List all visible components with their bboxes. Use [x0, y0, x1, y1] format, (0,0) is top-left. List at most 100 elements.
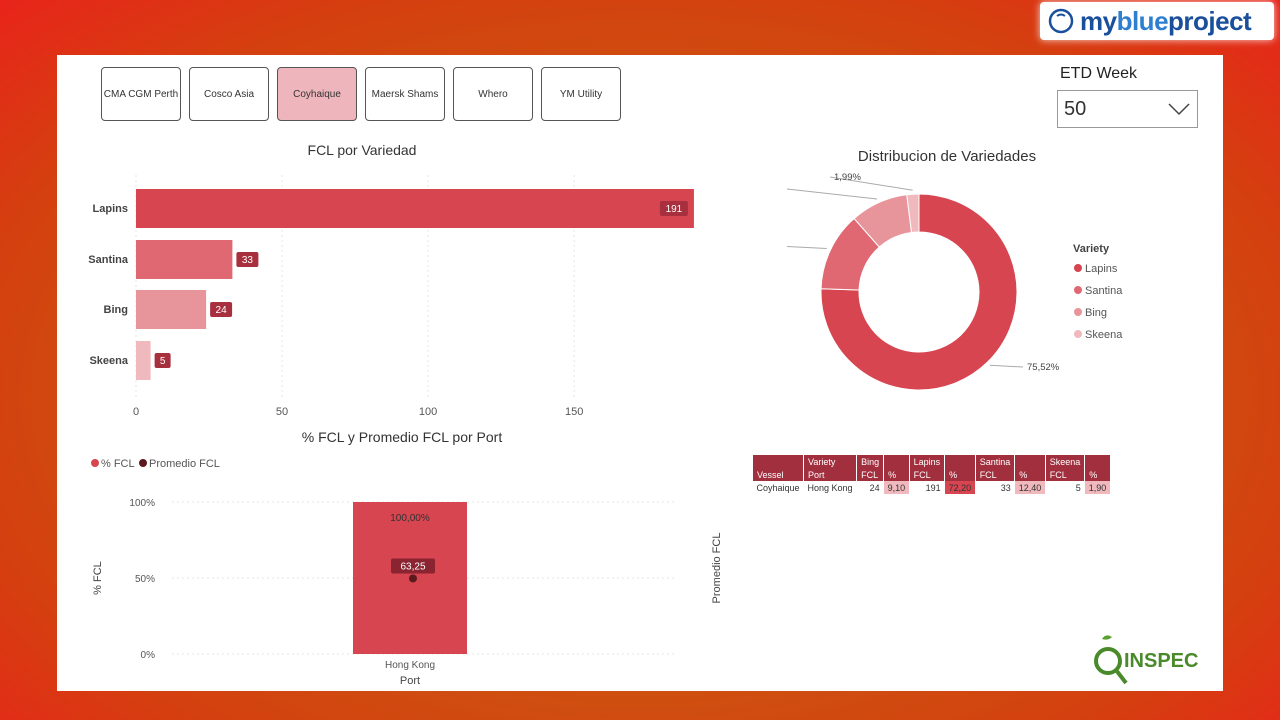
legend-item-santina[interactable]: Santina — [1085, 285, 1123, 297]
bar-category-label: Lapins — [93, 203, 128, 215]
table-header-cell — [751, 455, 804, 468]
combo-left-tick: 50% — [135, 574, 155, 585]
table-header-cell: Vessel — [751, 468, 804, 481]
fcl-por-variedad-chart: 0 50 100 150 Lapins 191 Santina 33 Bing 24 Skeena 5 — [88, 175, 694, 418]
legend-promedio-fcl[interactable]: Promedio FCL — [149, 458, 220, 470]
combo-x-label: Port — [400, 675, 420, 687]
donut-chart-title: Distribucion de Variedades — [857, 148, 1037, 165]
slicer-button-whero[interactable]: Whero — [453, 67, 533, 121]
bar-skeena[interactable] — [136, 341, 151, 380]
table-header-cell: % — [1084, 468, 1111, 481]
table-header-cell — [1014, 455, 1046, 468]
donut-slice-skeena[interactable] — [906, 193, 920, 234]
combo-y-left-label: % FCL — [92, 561, 104, 595]
legend-item-bing[interactable]: Bing — [1085, 307, 1107, 319]
combo-point-label-bg — [391, 558, 435, 574]
bar-santina[interactable] — [136, 240, 233, 279]
slicer-button-maersk-shams[interactable]: Maersk Shams — [365, 67, 445, 121]
combo-point-label: 63,25 — [400, 561, 425, 572]
bar-data-label-bg — [210, 302, 233, 317]
table-cell: 33 — [1000, 482, 1011, 493]
combo-left-tick: 0% — [141, 650, 156, 661]
legend-item-skeena[interactable]: Skeena — [1085, 329, 1123, 341]
table-header-cell: Port — [803, 468, 857, 481]
bar-data-label: 5 — [160, 356, 166, 367]
donut-leader-line — [787, 245, 827, 250]
bar-data-label: 33 — [242, 255, 254, 266]
table-header-row-2: Vessel Port FCL% FCL% FCL% FCL% — [751, 468, 1111, 481]
report-canvas: CMA CGM Perth Cosco Asia Coyhaique Maersk S… — [57, 55, 1223, 691]
table-cell: 191 — [925, 482, 941, 493]
variety-matrix-table: Variety Bing Lapins Santina Skeena Vessel Por… — [751, 455, 1111, 494]
bar-x-tick: 0 — [133, 406, 139, 418]
legend-marker-promedio-fcl — [139, 459, 147, 467]
combo-point-promedio[interactable] — [409, 574, 417, 583]
table-header-cell: % — [944, 468, 976, 481]
table-cell: 24 — [869, 482, 880, 493]
donut-legend-title: Variety — [1073, 243, 1110, 255]
table-cell: 9,10 — [883, 481, 910, 494]
combo-chart-title: % FCL y Promedio FCL por Port — [301, 429, 503, 445]
table-row: Coyhaique Hong Kong 24 9,10 191 72,20 33 12,40 5… — [753, 481, 1111, 494]
legend-item-lapins[interactable]: Lapins — [1085, 263, 1118, 275]
table-header-cell: Variety — [803, 455, 857, 468]
table-header-cell — [883, 455, 910, 468]
bar-data-label: 191 — [666, 204, 683, 215]
donut-data-label: 75,52% — [1027, 362, 1060, 373]
table-header-cell: % — [883, 468, 910, 481]
table-header-cell: FCL — [856, 468, 884, 481]
donut-slice-lapins[interactable] — [820, 193, 1018, 391]
bar-x-tick: 150 — [565, 406, 583, 418]
donut-leader-line — [989, 364, 1024, 368]
bar-x-tick: 100 — [419, 406, 437, 418]
slicer-button-cosco-asia[interactable]: Cosco Asia — [189, 67, 269, 121]
etd-week-label: ETD Week — [1060, 65, 1138, 82]
table-header-cell: Lapins — [908, 455, 945, 468]
bar-lapins[interactable] — [136, 189, 694, 228]
bar-data-label: 24 — [216, 305, 228, 316]
table-cell: 72,20 — [944, 481, 976, 494]
inspec-logo: INSPEC — [1094, 635, 1198, 685]
bar-data-label-bg — [236, 252, 259, 267]
bar-category-label: Skeena — [89, 355, 128, 367]
legend-marker-pct-fcl — [91, 459, 99, 467]
inspec-logo-text: INSPEC — [1124, 650, 1198, 672]
table-header-cell: FCL — [974, 468, 1015, 481]
bar-data-label-bg — [154, 353, 171, 368]
table-cell: 1,90 — [1084, 481, 1111, 494]
myblueproject-logo: myblueproject — [1040, 2, 1274, 40]
legend-pct-fcl[interactable]: % FCL — [101, 458, 135, 470]
table-cell: 12,40 — [1014, 481, 1046, 494]
slicer-button-cma-cgm-perth[interactable]: CMA CGM Perth — [101, 67, 181, 121]
table-header-cell: Skeena — [1044, 455, 1085, 468]
combo-x-tick: Hong Kong — [385, 660, 435, 671]
etd-week-value: 50 — [1064, 97, 1087, 120]
distribucion-variedades-chart: 75,52%12,97%9,52%1,99%VarietyLapinsSanti… — [787, 172, 1123, 391]
table-cell: Coyhaique — [756, 482, 800, 493]
combo-y-right-label: Promedio FCL — [711, 533, 723, 604]
donut-data-label: 1,99% — [834, 172, 861, 183]
etd-week-dropdown[interactable]: 50 — [1057, 90, 1198, 128]
combo-bar-label: 100,00% — [390, 513, 430, 524]
slicer-button-ym-utility[interactable]: YM Utility — [541, 67, 621, 121]
logo-text: myblueproject — [1080, 5, 1252, 36]
table-header-cell — [944, 455, 976, 468]
table-header-cell — [1084, 455, 1111, 468]
slicer-button-coyhaique[interactable]: Coyhaique — [277, 67, 357, 121]
logo-circle-icon — [1048, 8, 1074, 34]
bar-category-label: Bing — [104, 304, 128, 316]
legend-marker-bing — [1074, 308, 1082, 316]
table-cell: Hong Kong — [807, 482, 853, 493]
bar-category-label: Santina — [88, 254, 129, 266]
bar-x-tick: 50 — [276, 406, 288, 418]
chevron-down-icon — [1168, 103, 1190, 116]
table-header-cell: FCL — [1044, 468, 1085, 481]
table-cell: 5 — [1075, 482, 1081, 493]
legend-marker-skeena — [1074, 330, 1082, 338]
table-header-cell: FCL — [908, 468, 945, 481]
table-header-cell: Bing — [856, 455, 884, 468]
bar-bing[interactable] — [136, 290, 207, 329]
legend-marker-santina — [1074, 286, 1082, 294]
table-header-cell: Santina — [974, 455, 1015, 468]
